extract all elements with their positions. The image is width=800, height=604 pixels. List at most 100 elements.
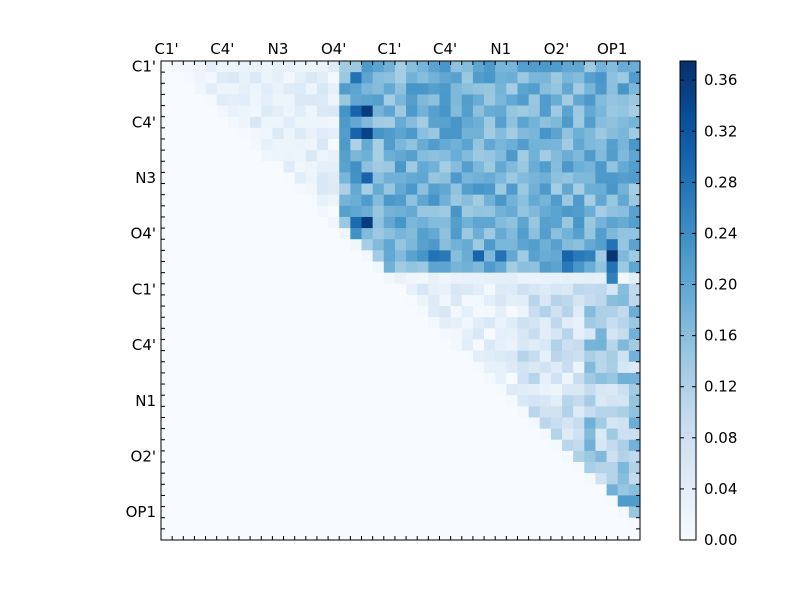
heatmap-cell bbox=[450, 372, 463, 385]
heatmap-cell bbox=[417, 127, 429, 140]
heatmap-cell bbox=[350, 216, 362, 229]
heatmap-cell bbox=[439, 183, 452, 196]
heatmap-cell bbox=[339, 205, 351, 218]
heatmap-cell bbox=[428, 439, 440, 452]
heatmap-cell bbox=[528, 450, 541, 463]
heatmap-cell bbox=[606, 105, 619, 118]
heatmap-cell bbox=[394, 172, 407, 184]
heatmap-cell bbox=[484, 272, 496, 285]
heatmap-cell bbox=[428, 150, 440, 162]
heatmap-cell bbox=[227, 317, 240, 329]
heatmap-cell bbox=[617, 417, 630, 430]
heatmap-cell bbox=[183, 361, 195, 374]
heatmap-cell bbox=[394, 484, 407, 496]
heatmap-cell bbox=[250, 350, 262, 363]
heatmap-cell bbox=[261, 450, 273, 463]
heatmap-cell bbox=[606, 495, 619, 507]
heatmap-cell bbox=[428, 372, 440, 385]
heatmap-cell bbox=[283, 317, 296, 329]
heatmap-cell bbox=[183, 283, 195, 296]
heatmap-cell bbox=[495, 216, 507, 229]
heatmap-cell bbox=[216, 384, 229, 396]
heatmap-cell bbox=[394, 473, 407, 485]
heatmap-cell bbox=[250, 228, 262, 240]
heatmap-cell bbox=[194, 150, 206, 162]
heatmap-cell bbox=[606, 183, 619, 196]
heatmap-cell bbox=[417, 517, 429, 530]
heatmap-cell bbox=[316, 283, 329, 296]
heatmap-cell bbox=[238, 239, 251, 251]
heatmap-cell bbox=[406, 216, 418, 229]
colorbar-tick-label: 0.16 bbox=[704, 327, 737, 345]
heatmap-cell bbox=[595, 161, 607, 173]
heatmap-cell bbox=[372, 228, 385, 240]
heatmap-cell bbox=[227, 306, 240, 318]
heatmap-cell bbox=[205, 116, 218, 129]
heatmap-cell bbox=[294, 150, 307, 162]
y-tick-label: O4' bbox=[131, 225, 156, 243]
y-tick-label: N3 bbox=[135, 169, 156, 187]
heatmap-cell bbox=[261, 183, 273, 196]
heatmap-cell bbox=[194, 72, 206, 84]
heatmap-cell bbox=[406, 428, 418, 441]
heatmap-cell bbox=[584, 105, 596, 118]
heatmap-cell bbox=[628, 384, 641, 396]
heatmap-cell bbox=[361, 205, 374, 218]
heatmap-cell bbox=[606, 473, 619, 485]
heatmap-cell bbox=[383, 183, 396, 196]
heatmap-cell bbox=[394, 239, 407, 251]
heatmap-cell bbox=[595, 495, 607, 507]
heatmap-cell bbox=[573, 328, 585, 340]
heatmap-cell bbox=[562, 306, 574, 318]
heatmap-cell bbox=[216, 283, 229, 296]
heatmap-cell bbox=[461, 350, 474, 363]
heatmap-cell bbox=[428, 473, 440, 485]
heatmap-cell bbox=[406, 406, 418, 418]
heatmap-cell bbox=[506, 317, 518, 329]
heatmap-cell bbox=[394, 228, 407, 240]
heatmap-cell bbox=[562, 417, 574, 430]
heatmap-cell bbox=[183, 495, 195, 507]
heatmap-cell bbox=[339, 228, 351, 240]
heatmap-cell bbox=[428, 161, 440, 173]
heatmap-cell bbox=[272, 105, 284, 118]
heatmap-cell bbox=[539, 428, 552, 441]
heatmap-cell bbox=[428, 261, 440, 274]
heatmap-cell bbox=[506, 350, 518, 363]
heatmap-cell bbox=[517, 83, 530, 95]
heatmap-cell bbox=[194, 161, 206, 173]
heatmap-cell bbox=[194, 495, 206, 507]
heatmap-cell bbox=[539, 306, 552, 318]
heatmap-cell bbox=[305, 384, 318, 396]
heatmap-cell bbox=[394, 161, 407, 173]
heatmap-cell bbox=[506, 61, 518, 73]
heatmap-cell bbox=[617, 72, 630, 84]
heatmap-cell bbox=[238, 83, 251, 95]
heatmap-cell bbox=[261, 72, 273, 84]
heatmap-cell bbox=[272, 361, 284, 374]
heatmap-cell bbox=[372, 250, 385, 262]
heatmap-cell bbox=[562, 350, 574, 363]
heatmap-cell bbox=[628, 317, 641, 329]
heatmap-cell bbox=[250, 462, 262, 474]
heatmap-cell bbox=[584, 350, 596, 363]
heatmap-cell bbox=[361, 406, 374, 418]
heatmap-cell bbox=[584, 484, 596, 496]
heatmap-cell bbox=[562, 172, 574, 184]
heatmap-cell bbox=[495, 61, 507, 73]
heatmap-cell bbox=[250, 272, 262, 285]
heatmap-cell bbox=[238, 72, 251, 84]
heatmap-cell bbox=[461, 183, 474, 196]
heatmap-cell bbox=[250, 473, 262, 485]
heatmap-cell bbox=[517, 506, 530, 519]
heatmap-cell bbox=[372, 150, 385, 162]
heatmap-cell bbox=[484, 116, 496, 129]
heatmap-cell bbox=[261, 339, 273, 352]
heatmap-cell bbox=[161, 294, 173, 307]
heatmap-cell bbox=[439, 428, 452, 441]
heatmap-cell bbox=[550, 428, 563, 441]
heatmap-cell bbox=[394, 216, 407, 229]
heatmap-cell bbox=[305, 484, 318, 496]
heatmap-cell bbox=[339, 261, 351, 274]
